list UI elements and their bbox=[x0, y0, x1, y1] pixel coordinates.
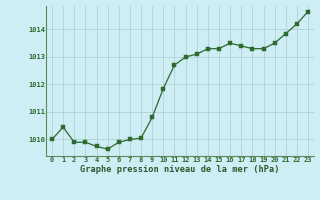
X-axis label: Graphe pression niveau de la mer (hPa): Graphe pression niveau de la mer (hPa) bbox=[80, 165, 280, 174]
